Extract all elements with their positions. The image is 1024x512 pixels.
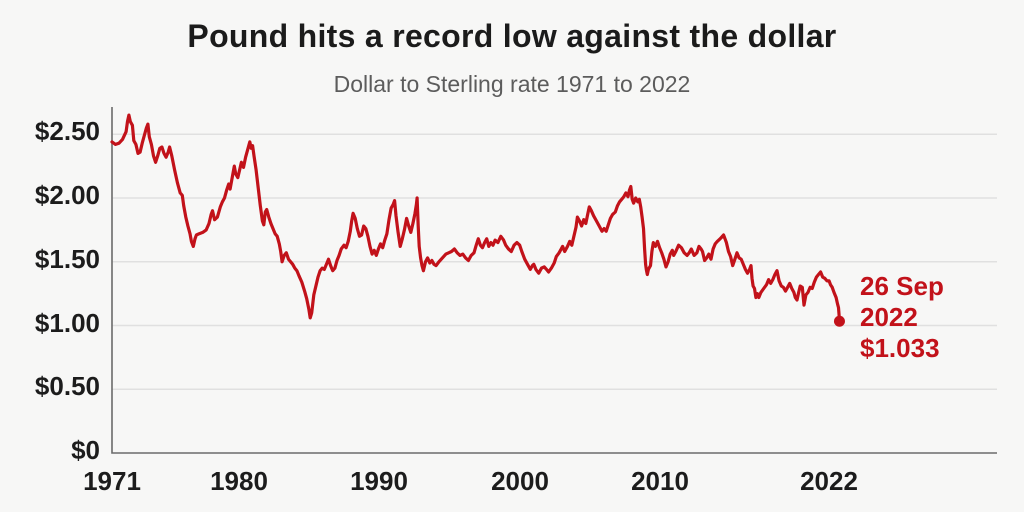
y-axis-tick-label-0-50: $0.50 [34,371,100,401]
y-axis-tick-label-1-00: $1.00 [34,308,100,338]
x-axis-tick-label-2000: 2000 [491,466,549,496]
x-axis-tick-label-2010: 2010 [631,466,689,496]
x-axis-tick-label-2022: 2022 [800,466,858,496]
x-axis-tick-label-1990: 1990 [350,466,408,496]
x-axis-tick-label-1971: 1971 [83,466,141,496]
end-point-marker [833,315,845,327]
y-axis-tick-label-0: $0 [71,435,100,465]
x-axis-tick-label-1980: 1980 [210,466,268,496]
axis-lines [111,107,997,454]
annotation-date-day: 26 Sep [860,271,944,301]
y-axis-tick-label-2-50: $2.50 [34,116,100,146]
y-axis-tick-label-2-00: $2.00 [34,180,100,210]
chart-title: Pound hits a record low against the doll… [187,18,837,54]
y-axis-tick-label-1-50: $1.50 [34,244,100,274]
rate-line [110,113,842,323]
chart-subtitle: Dollar to Sterling rate 1971 to 2022 [333,71,691,97]
end-point-annotation: 26 Sep 2022 $1.033 [860,271,1024,364]
annotation-date-year: 2022 [860,302,918,332]
annotation-value: $1.033 [860,333,940,363]
